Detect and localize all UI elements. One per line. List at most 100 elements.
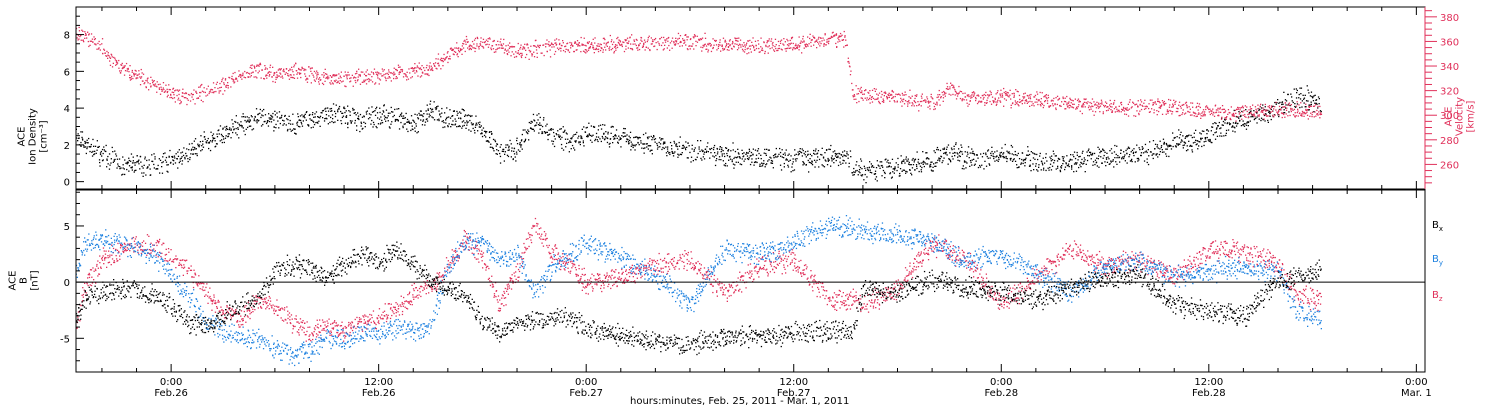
data-point-velocity: [966, 95, 969, 97]
data-point-velocity: [357, 76, 359, 78]
data-point-velocity: [394, 73, 396, 75]
data-point-density: [452, 120, 454, 122]
data-point-density: [922, 161, 924, 164]
data-point-velocity: [365, 75, 368, 77]
data-point-density: [1285, 104, 1287, 106]
data-point-velocity: [583, 37, 585, 39]
data-point-density: [442, 120, 444, 122]
data-point-density: [686, 157, 688, 159]
data-point-density: [854, 171, 856, 174]
data-point-velocity: [232, 78, 234, 80]
data-point-density: [1159, 151, 1161, 153]
data-point-density: [1006, 160, 1008, 163]
data-point-density: [949, 152, 951, 154]
data-point-density: [635, 144, 637, 146]
data-point-velocity: [1151, 99, 1153, 101]
data-point-density: [909, 169, 911, 171]
data-point-velocity: [328, 77, 330, 79]
data-point-density: [1204, 137, 1207, 139]
data-point-velocity: [487, 40, 489, 42]
data-point-velocity: [753, 49, 756, 51]
data-point-density: [382, 110, 384, 112]
data-point-density: [1231, 126, 1233, 128]
data-point-density: [164, 152, 166, 154]
data-point-velocity: [1073, 103, 1075, 105]
data-point-velocity: [895, 93, 897, 95]
data-point-velocity: [679, 35, 682, 37]
data-point-density: [678, 154, 680, 156]
data-point-density: [599, 138, 601, 140]
data-point-velocity: [124, 70, 127, 72]
data-point-density: [1307, 100, 1309, 102]
data-point-density: [552, 143, 554, 145]
data-point-density: [360, 122, 363, 125]
data-point-density: [713, 156, 715, 158]
data-point-velocity: [82, 39, 84, 41]
data-point-velocity: [890, 94, 892, 96]
data-point-density: [1004, 143, 1006, 146]
data-point-velocity: [1048, 105, 1050, 107]
data-point-velocity: [548, 41, 550, 43]
data-point-density: [688, 145, 690, 147]
data-point-density: [1050, 158, 1052, 160]
data-point-velocity: [1140, 99, 1142, 101]
data-point-density: [746, 155, 749, 157]
data-point-density: [859, 172, 861, 174]
data-point-density: [229, 127, 231, 129]
data-point-velocity: [1253, 113, 1255, 115]
data-point-density: [443, 121, 445, 124]
data-point-density: [596, 139, 598, 141]
data-point-density: [969, 160, 972, 162]
data-point-velocity: [984, 102, 986, 104]
data-point-density: [1009, 158, 1011, 160]
data-point-velocity: [396, 77, 398, 79]
data-point-velocity: [279, 68, 281, 70]
data-point-density: [112, 161, 114, 163]
data-point-velocity: [1100, 99, 1103, 101]
data-point-density: [501, 150, 503, 152]
data-point-density: [313, 121, 315, 123]
data-point-velocity: [241, 75, 243, 77]
data-point-velocity: [786, 44, 789, 46]
data-point-velocity: [813, 36, 815, 39]
data-point-velocity: [536, 52, 538, 54]
data-point-velocity: [969, 100, 971, 102]
data-point-density: [962, 165, 964, 167]
data-point-velocity: [722, 47, 724, 50]
data-point-velocity: [182, 88, 184, 90]
data-point-density: [566, 133, 568, 135]
data-point-density: [531, 128, 534, 130]
data-point-velocity: [254, 67, 256, 69]
data-point-velocity: [911, 105, 913, 107]
data-point-density: [175, 153, 177, 155]
data-point-velocity: [882, 98, 884, 100]
data-point-velocity: [173, 97, 176, 99]
data-point-velocity: [366, 78, 368, 81]
data-point-velocity: [1157, 98, 1159, 100]
data-point-density: [115, 155, 118, 157]
data-point-velocity: [1212, 108, 1214, 110]
data-point-density: [1131, 158, 1133, 161]
data-point-velocity: [119, 70, 121, 72]
data-point-density: [603, 139, 606, 141]
data-point-velocity: [1221, 108, 1223, 111]
data-point-velocity: [412, 70, 414, 72]
data-point-density: [332, 118, 334, 120]
data-point-density: [1152, 140, 1155, 142]
data-point-velocity: [230, 86, 232, 88]
data-point-velocity: [591, 43, 593, 46]
data-point-density: [588, 133, 590, 135]
data-point-density: [306, 111, 308, 113]
data-point-velocity: [97, 42, 99, 45]
data-point-velocity: [259, 62, 261, 64]
data-point-velocity: [1105, 110, 1108, 112]
data-point-velocity: [770, 40, 772, 42]
data-point-density: [794, 149, 796, 151]
data-point-velocity: [409, 72, 411, 74]
data-point-velocity: [881, 93, 883, 96]
data-point-density: [372, 121, 375, 124]
data-point-velocity: [431, 68, 433, 70]
data-point-density: [539, 116, 541, 119]
data-point-density: [200, 135, 202, 137]
data-point-velocity: [324, 68, 326, 70]
